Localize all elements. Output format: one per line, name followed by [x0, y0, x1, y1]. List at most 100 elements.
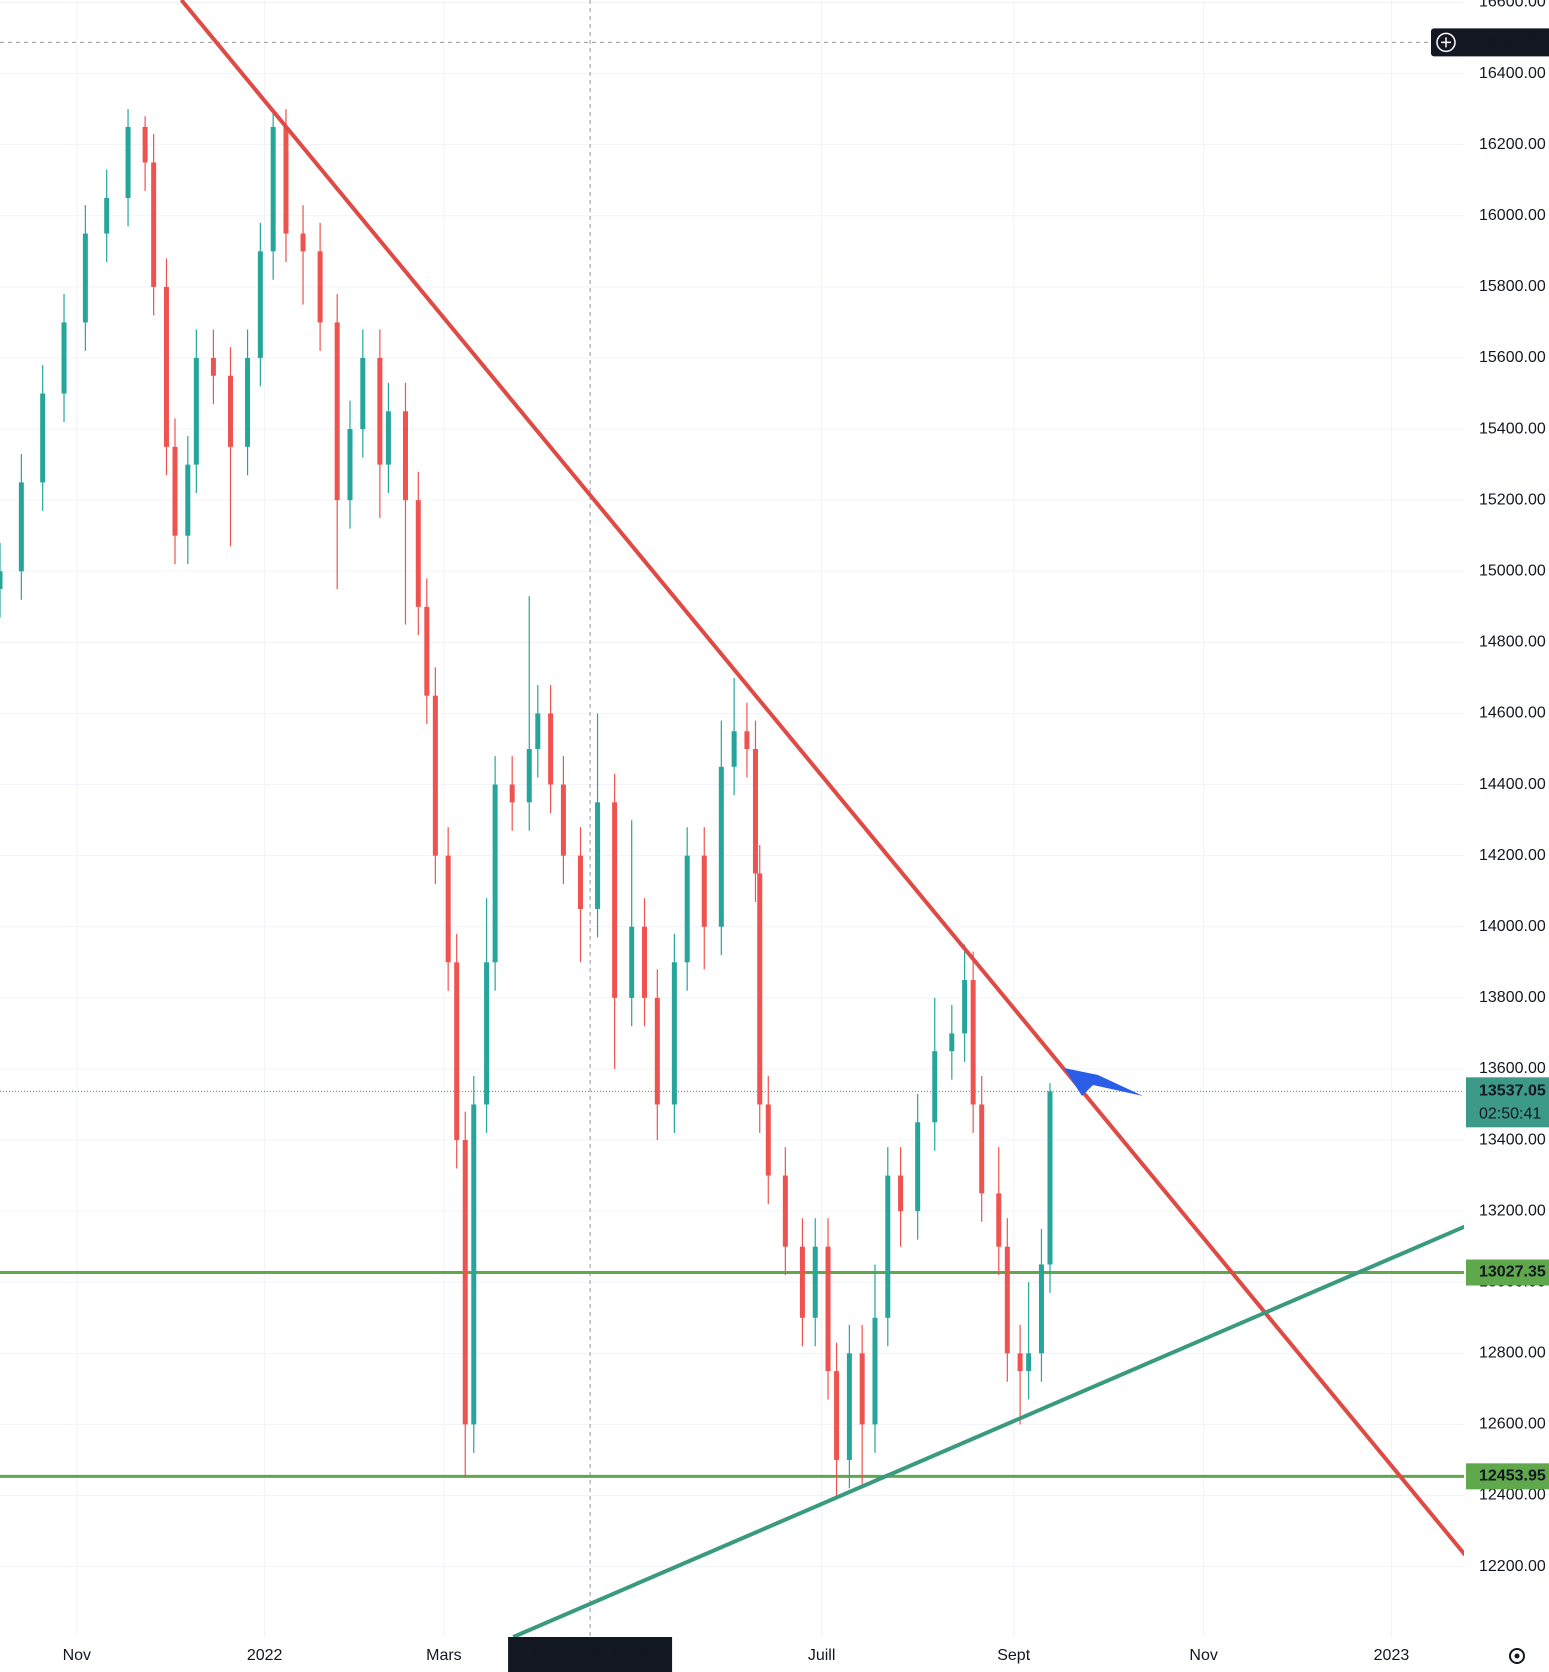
y-tick-label: 13600.00	[1479, 1060, 1546, 1077]
candle-body	[360, 357, 366, 430]
candle-body	[193, 357, 199, 465]
y-tick-label: 12600.00	[1479, 1416, 1546, 1433]
candle-body	[885, 1175, 891, 1318]
candle-body	[125, 126, 131, 199]
candle-body	[492, 784, 498, 963]
candle-body	[432, 695, 438, 856]
candle-body	[825, 1246, 831, 1372]
candle-body	[629, 926, 635, 998]
candle-body	[744, 731, 750, 750]
y-tick-label: 14800.00	[1479, 634, 1546, 651]
candle-body	[317, 251, 323, 323]
candle-body	[462, 1140, 468, 1425]
gear-center[interactable]	[1514, 1653, 1520, 1659]
candle-body	[445, 855, 451, 963]
candle-body	[18, 482, 24, 572]
candle-body	[718, 766, 724, 927]
candle-body	[471, 1104, 477, 1425]
y-tick-label: 12200.00	[1479, 1558, 1546, 1575]
y-tick-label: 15200.00	[1479, 491, 1546, 508]
candle-body	[701, 855, 707, 927]
candle-body	[612, 802, 618, 998]
candle-body	[402, 411, 408, 501]
candle-body	[898, 1175, 904, 1212]
gear[interactable]	[1509, 1648, 1525, 1664]
candle-body	[526, 749, 532, 803]
x-tick-label: 2023	[1374, 1647, 1410, 1664]
candle-body	[654, 997, 660, 1105]
candle-body	[731, 731, 737, 767]
y-tick-label: 15400.00	[1479, 420, 1546, 437]
candle-body	[270, 126, 276, 252]
candle-body	[104, 198, 110, 234]
candle-body	[283, 126, 289, 234]
y-tick-label: 15600.00	[1479, 349, 1546, 366]
candle-body	[752, 749, 758, 874]
candle-body	[82, 233, 88, 323]
candle-body	[0, 571, 3, 590]
candle-body	[1004, 1246, 1010, 1354]
candle-body	[962, 980, 968, 1034]
crosshair-time-label: 19 Avr '22 13:00	[530, 1647, 649, 1664]
candle-body	[1038, 1264, 1044, 1354]
candle-body	[424, 606, 430, 696]
x-tick-label: 2022	[247, 1647, 283, 1664]
candle-body	[812, 1246, 818, 1318]
y-tick-label: 14400.00	[1479, 776, 1546, 793]
x-tick-label: Nov	[63, 1647, 91, 1664]
y-tick-label: 15800.00	[1479, 278, 1546, 295]
candle-body	[949, 1033, 955, 1052]
candle-body	[172, 446, 178, 536]
candle-body	[227, 375, 233, 447]
y-tick-label: 16000.00	[1479, 207, 1546, 224]
candle-body	[245, 357, 251, 447]
y-tick-label: 14200.00	[1479, 847, 1546, 864]
candle-body	[509, 784, 515, 803]
candle-body	[872, 1317, 878, 1425]
crosshair-price-label: 16487.69	[1479, 34, 1546, 51]
x-tick-label: Mars	[426, 1647, 462, 1664]
candle-body	[642, 926, 648, 998]
arrow-annotation	[1064, 1068, 1143, 1096]
axes: 12200.0012400.0012600.0012800.0013000.00…	[63, 0, 1549, 1672]
add-icon[interactable]	[1436, 32, 1456, 53]
candle-body	[415, 500, 421, 607]
y-tick-label: 13400.00	[1479, 1131, 1546, 1148]
candle-body	[347, 429, 353, 501]
candle-body	[799, 1246, 805, 1318]
y-tick-label: 13800.00	[1479, 989, 1546, 1006]
candle-body	[765, 1104, 771, 1176]
candle-body	[684, 855, 690, 963]
candle-body	[979, 1104, 985, 1194]
candle-body	[595, 802, 601, 909]
add-icon-plus[interactable]	[1441, 37, 1451, 48]
candle-body	[996, 1193, 1002, 1247]
candle-body	[846, 1353, 852, 1460]
price-label-box	[1466, 1463, 1549, 1490]
y-tick-label: 15000.00	[1479, 562, 1546, 579]
candle-body	[334, 322, 340, 501]
candle-body	[210, 357, 216, 376]
candle-body	[548, 713, 554, 785]
candle-body	[484, 962, 490, 1105]
candle-body	[1017, 1353, 1023, 1372]
y-tick-label: 14000.00	[1479, 918, 1546, 935]
candle-body	[671, 962, 677, 1105]
candle-body	[163, 286, 169, 447]
last-price-label: 13537.05	[1479, 1083, 1546, 1100]
crosshair-price-box	[1431, 28, 1549, 57]
candle-body	[560, 784, 566, 856]
settings-icon[interactable]	[1509, 1648, 1525, 1664]
candle-body	[385, 411, 391, 465]
candle-body	[577, 855, 583, 909]
candle-body	[377, 357, 383, 465]
grid	[0, 0, 1464, 1637]
x-tick-label: Juill	[808, 1647, 836, 1664]
candle-body	[185, 464, 191, 536]
candle-body	[915, 1122, 921, 1212]
last-price-box	[1466, 1077, 1549, 1128]
candle-body	[1047, 1091, 1053, 1265]
y-tick-label: 16200.00	[1479, 136, 1546, 153]
candle-body	[782, 1175, 788, 1247]
y-tick-label: 12400.00	[1479, 1487, 1546, 1504]
